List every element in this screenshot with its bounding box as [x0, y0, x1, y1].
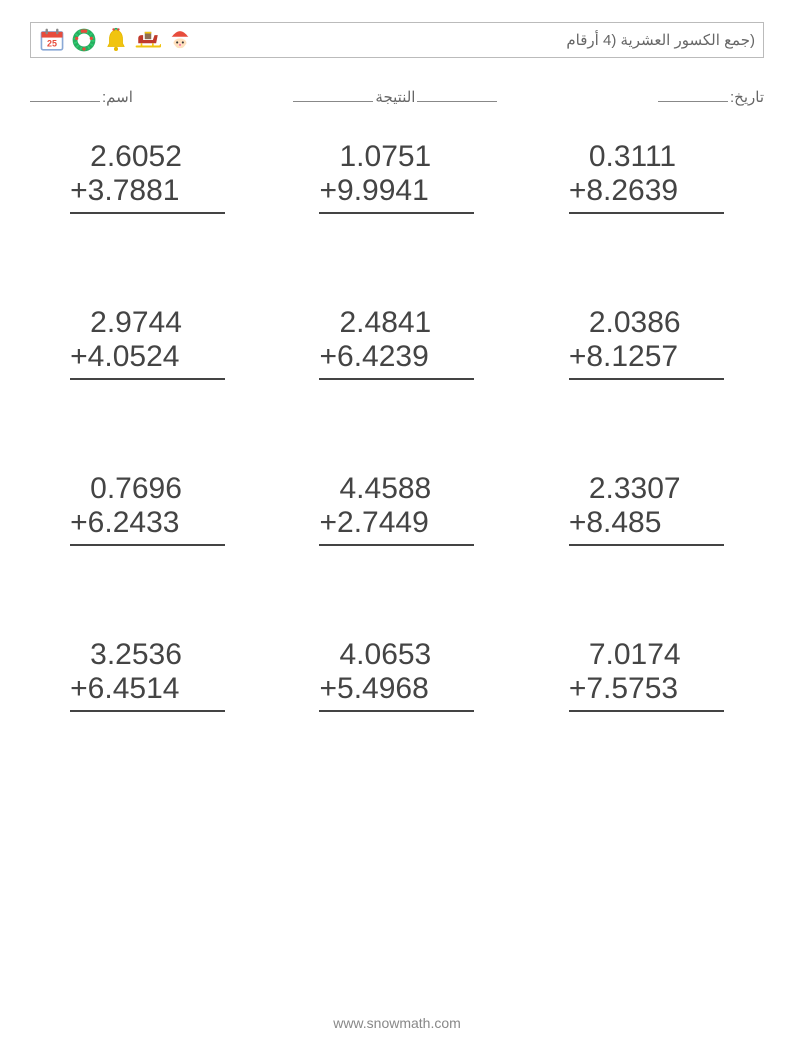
- problems-grid: 2.6052 +3.7881 1.0751 +9.9941 0.3111 +8.…: [58, 140, 736, 712]
- footer-site: www.snowmath.com: [333, 1015, 461, 1031]
- problem-bottom: +3.7881: [70, 174, 225, 214]
- problem-top: 0.7696: [70, 472, 225, 506]
- problem-top: 2.3307: [569, 472, 724, 506]
- date-blank: [658, 88, 728, 102]
- sleigh-icon: [135, 27, 161, 53]
- problem: 7.0174 +7.5753: [569, 638, 724, 712]
- problem-bottom: +9.9941: [319, 174, 474, 214]
- footer: www.snowmath.com: [0, 1015, 794, 1031]
- problem: 1.0751 +9.9941: [319, 140, 474, 214]
- calendar-icon: 25: [39, 27, 65, 53]
- wreath-icon: [71, 27, 97, 53]
- date-field: تاريخ:: [658, 88, 764, 106]
- problem-bottom: +8.2639: [569, 174, 724, 214]
- problem: 3.2536 +6.4514: [70, 638, 225, 712]
- problem-top: 0.3111: [569, 140, 724, 174]
- santa-icon: [167, 27, 193, 53]
- problem: 2.3307 +8.485: [569, 472, 724, 546]
- problem: 2.4841 +6.4239: [319, 306, 474, 380]
- name-field: اسم:: [30, 88, 133, 106]
- icon-row: 25: [39, 27, 193, 53]
- problem-bottom: +8.485: [569, 506, 724, 546]
- info-row: تاريخ: النتيجة اسم:: [30, 88, 764, 106]
- header-bar: 25: [30, 22, 764, 58]
- problem: 2.9744 +4.0524: [70, 306, 225, 380]
- problem-bottom: +2.7449: [319, 506, 474, 546]
- problem: 4.0653 +5.4968: [319, 638, 474, 712]
- score-blank-left: [417, 88, 497, 102]
- problem-top: 7.0174: [569, 638, 724, 672]
- name-blank: [30, 88, 100, 102]
- problem-bottom: +6.2433: [70, 506, 225, 546]
- problem-top: 4.4588: [319, 472, 474, 506]
- score-field: النتيجة: [293, 88, 497, 106]
- score-label: النتيجة: [375, 88, 415, 106]
- bell-icon: [103, 27, 129, 53]
- date-label: تاريخ:: [730, 88, 764, 106]
- problem-top: 3.2536: [70, 638, 225, 672]
- problem-bottom: +6.4514: [70, 672, 225, 712]
- problem-top: 2.6052: [70, 140, 225, 174]
- problem-top: 4.0653: [319, 638, 474, 672]
- problem-bottom: +6.4239: [319, 340, 474, 380]
- problem-top: 1.0751: [319, 140, 474, 174]
- problem-top: 2.4841: [319, 306, 474, 340]
- svg-text:25: 25: [47, 39, 57, 49]
- problem: 4.4588 +2.7449: [319, 472, 474, 546]
- problem-bottom: +7.5753: [569, 672, 724, 712]
- problem: 2.6052 +3.7881: [70, 140, 225, 214]
- score-blank-right: [293, 88, 373, 102]
- problem: 2.0386 +8.1257: [569, 306, 724, 380]
- problem-top: 2.0386: [569, 306, 724, 340]
- page-title: (جمع الكسور العشرية (4 أرقام: [566, 31, 755, 49]
- problem-bottom: +5.4968: [319, 672, 474, 712]
- problem-bottom: +4.0524: [70, 340, 225, 380]
- name-label: اسم:: [102, 88, 133, 106]
- problem: 0.7696 +6.2433: [70, 472, 225, 546]
- problem-bottom: +8.1257: [569, 340, 724, 380]
- problem: 0.3111 +8.2639: [569, 140, 724, 214]
- problem-top: 2.9744: [70, 306, 225, 340]
